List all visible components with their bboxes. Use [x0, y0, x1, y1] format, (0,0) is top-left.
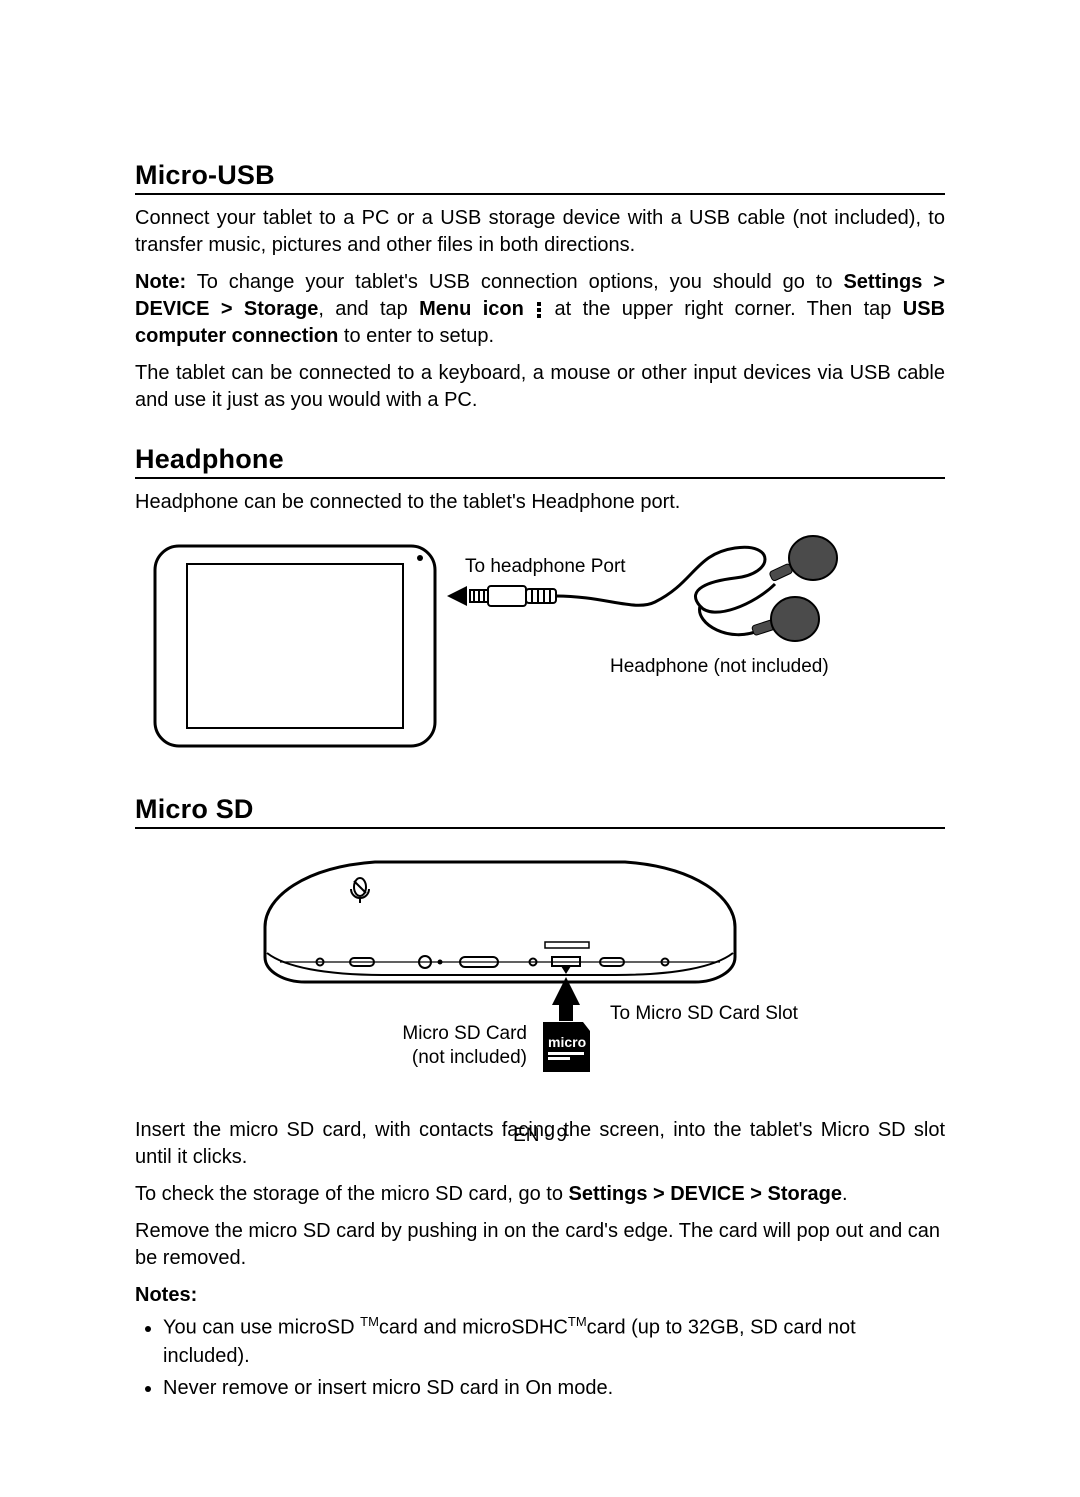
- menu-icon: [537, 300, 541, 320]
- heading-micro-sd: Micro SD: [135, 794, 945, 829]
- sd-p2-b: Settings > DEVICE > Storage: [569, 1183, 842, 1205]
- micro-usb-p1: Connect your tablet to a PC or a USB sto…: [135, 205, 945, 259]
- note-text-2: , and tap: [318, 298, 419, 320]
- label-sd-slot: To Micro SD Card Slot: [610, 1003, 799, 1024]
- label-sd-card-1: Micro SD Card: [402, 1023, 527, 1044]
- sd-p2-c: .: [842, 1183, 848, 1205]
- headphone-p1: Headphone can be connected to the tablet…: [135, 489, 945, 516]
- notes-list: You can use microSD TMcard and microSDHC…: [135, 1313, 945, 1402]
- label-headphone-port: To headphone Port: [465, 556, 626, 577]
- heading-micro-usb: Micro-USB: [135, 160, 945, 195]
- micro-sd-figure: micro To Micro SD Card Slot Micro SD Car…: [225, 847, 1035, 1107]
- sdcard-icon: micro: [543, 1022, 590, 1072]
- note-text-4: to enter to setup.: [338, 325, 494, 347]
- note-2: Never remove or insert micro SD card in …: [163, 1374, 945, 1402]
- manual-page: Micro-USB Connect your tablet to a PC or…: [0, 0, 1080, 1497]
- notes-label: Notes:: [135, 1282, 945, 1309]
- heading-headphone: Headphone: [135, 444, 945, 479]
- note-text-1: To change your tablet's USB connection o…: [186, 271, 843, 293]
- svg-text:micro: micro: [548, 1034, 586, 1050]
- label-sd-card-2: (not included): [412, 1047, 527, 1068]
- note-1: You can use microSD TMcard and microSDHC…: [163, 1313, 945, 1370]
- note-prefix: Note:: [135, 271, 186, 293]
- micro-sd-p2: To check the storage of the micro SD car…: [135, 1181, 945, 1208]
- label-headphone-not-included: Headphone (not included): [610, 656, 829, 677]
- note-text-3: at the upper right corner. Then tap: [543, 298, 903, 320]
- page-footer: EN - 9: [0, 1125, 1080, 1147]
- headphone-figure: To headphone Port: [135, 534, 945, 764]
- micro-usb-note: Note: To change your tablet's USB connec…: [135, 269, 945, 350]
- note-bold-2: Menu icon: [419, 298, 524, 320]
- micro-usb-p3: The tablet can be connected to a keyboar…: [135, 360, 945, 414]
- micro-sd-p3: Remove the micro SD card by pushing in o…: [135, 1218, 945, 1272]
- sd-p2-a: To check the storage of the micro SD car…: [135, 1183, 569, 1205]
